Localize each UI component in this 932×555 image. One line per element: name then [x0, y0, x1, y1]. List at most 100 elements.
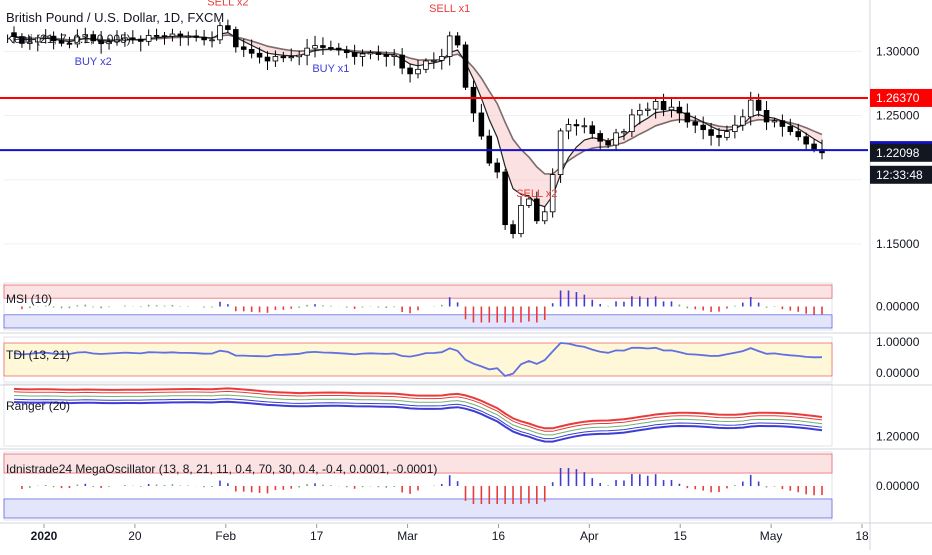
candle-body — [145, 35, 152, 42]
candle-body — [747, 99, 754, 118]
candle-body — [201, 36, 207, 41]
candle-body — [724, 131, 730, 138]
indicator-label: Kenli (21, 7, 0.1, 0.005) — [6, 32, 131, 46]
candle-body — [795, 131, 802, 138]
candle-body — [581, 125, 588, 128]
candle-body — [248, 49, 255, 54]
candle-body — [58, 40, 65, 44]
candle-body — [399, 54, 405, 69]
ranger-frame — [3, 383, 833, 447]
pane-tick-label: 0.00000 — [876, 300, 920, 314]
buy-signal-label: BUY x2 — [75, 56, 112, 68]
candle-body — [446, 35, 453, 57]
candle-body — [549, 174, 556, 213]
candle-body — [692, 121, 699, 126]
msi-pane — [3, 282, 833, 331]
price-tag-last: 1.22098 — [876, 146, 920, 160]
candle-body — [732, 124, 738, 132]
candle-body — [137, 38, 144, 42]
ma-slow-line — [13, 34, 823, 175]
candle-body — [438, 56, 445, 61]
price-pane: BUY x2 BUY x1 SELL x2 SELL x1 SELL x2 BUY x1 B… — [0, 0, 932, 245]
price-tag-resistance: 1.26370 — [876, 91, 920, 105]
candle-body — [652, 101, 659, 110]
msi-upper-band — [3, 284, 833, 299]
candle-body — [431, 59, 437, 62]
candle-body — [494, 162, 500, 173]
candle-body — [343, 49, 350, 54]
candle-body — [153, 35, 160, 37]
candle-body — [621, 131, 627, 134]
sell-signal-label: SELL x2 — [516, 188, 557, 200]
candle-body — [470, 86, 477, 114]
x-tick-label: 2020 — [31, 529, 58, 543]
candle-body — [518, 204, 524, 235]
candle-body — [803, 136, 809, 145]
pane-tick-label: 1.20000 — [876, 430, 920, 444]
candle-body — [122, 37, 128, 41]
ranger-pane — [3, 383, 833, 447]
ma-fast-line — [13, 31, 823, 208]
candle-body — [264, 56, 271, 62]
candle-body — [787, 126, 794, 132]
candle-body — [106, 41, 112, 45]
candle-body — [34, 37, 41, 43]
candle-body — [217, 25, 223, 41]
x-tick-label: 17 — [310, 529, 324, 543]
candle-body — [755, 99, 762, 111]
ranger-line — [13, 387, 823, 430]
candle-body — [74, 36, 81, 45]
tdi-line — [13, 342, 823, 378]
candle-body — [130, 37, 136, 40]
ranger-line — [13, 400, 823, 443]
candle-body — [407, 67, 413, 75]
candle-body — [209, 39, 215, 42]
price-tag-bg-timer — [870, 165, 932, 184]
mega-lower-band — [3, 498, 833, 519]
candle-body — [328, 47, 334, 49]
candle-body — [256, 52, 263, 58]
candle-body — [668, 106, 675, 111]
candle-body — [462, 44, 469, 88]
candle-body — [502, 171, 508, 226]
price-tick-label: 1.15000 — [876, 237, 920, 251]
mega-upper-band — [3, 453, 833, 474]
candle-body — [114, 39, 120, 43]
ma-ribbon-fill — [14, 32, 822, 207]
pane-tick-label: 0.00000 — [876, 479, 920, 493]
candle-body — [169, 33, 176, 37]
price-tag-bg-last — [870, 143, 932, 162]
ranger-line — [13, 390, 823, 432]
candle-body — [573, 124, 580, 127]
candle-body — [684, 112, 691, 123]
pane-tick-label: 1.00000 — [876, 335, 920, 349]
x-tick-label: Apr — [580, 529, 599, 543]
price-tick-label: 1.25000 — [876, 109, 920, 123]
tdi-title: TDI (13, 21) — [6, 348, 71, 362]
tdi-band — [3, 342, 833, 377]
candle-body — [811, 143, 817, 150]
x-tick-label: 15 — [674, 529, 688, 543]
candle-body — [225, 25, 231, 30]
candle-body — [415, 68, 421, 75]
candle-body — [771, 120, 778, 123]
candle-body — [240, 46, 247, 50]
buy-signal-label: BUY x1 — [922, 0, 932, 3]
candle-body — [161, 35, 168, 38]
candle-body — [296, 54, 302, 58]
candle-body — [534, 198, 540, 222]
candle-body — [98, 40, 104, 45]
price-tag-bg-resistance — [870, 88, 932, 107]
candle-body — [320, 45, 326, 48]
candle-body — [351, 52, 358, 57]
candle-body — [193, 35, 199, 38]
candle-body — [660, 101, 667, 111]
ranger-line — [13, 394, 823, 436]
buy-signal-label: BUY x1 — [312, 63, 349, 75]
candle-body — [304, 47, 310, 56]
candle-body — [19, 36, 25, 44]
x-tick-label: 20 — [128, 529, 142, 543]
candle-body — [367, 52, 374, 55]
